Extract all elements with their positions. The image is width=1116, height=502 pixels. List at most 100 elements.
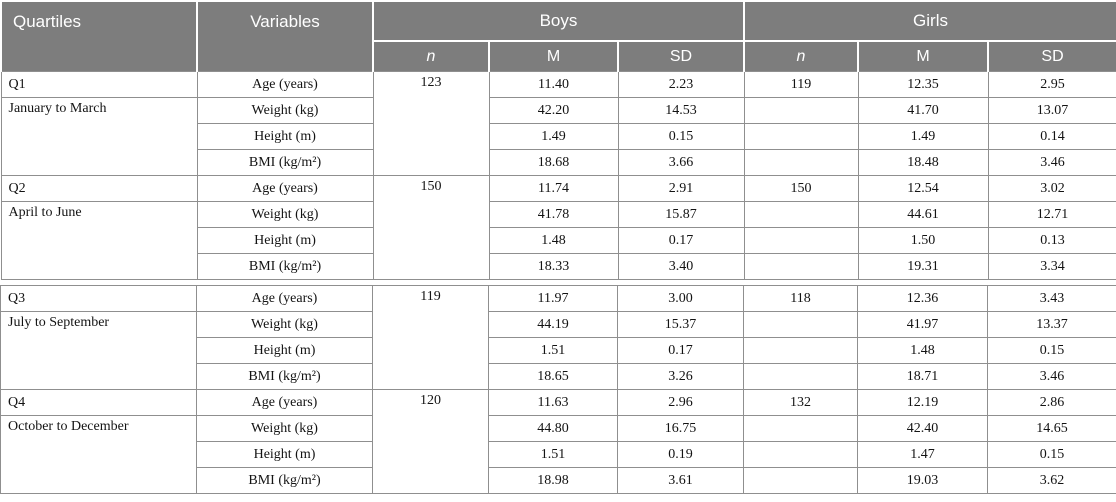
- girls-m-cell: 19.03: [857, 467, 988, 494]
- boys-m-cell: 11.40: [488, 71, 619, 98]
- header-girls-sd: SD: [986, 40, 1116, 72]
- variable-cell: BMI (kg/m²): [196, 363, 373, 390]
- table-row: Q1 Age (years) 123 11.40 2.23 119 12.35 …: [0, 71, 1116, 176]
- quartile-label: Q4: [0, 389, 197, 416]
- girls-m-cell: 12.54: [857, 175, 989, 202]
- boys-m-cell: 42.20: [488, 97, 619, 124]
- boys-sd-cell: 0.19: [617, 441, 744, 468]
- girls-m-cell: 42.40: [857, 415, 988, 442]
- girls-sd-cell: 3.46: [987, 363, 1116, 390]
- header-boys-sd: SD: [617, 40, 745, 72]
- boys-m-cell: 11.63: [488, 389, 618, 416]
- variable-cell: Age (years): [196, 71, 374, 98]
- quartiles-table-upper: Quartiles Variables Boys Girls n M SD n …: [0, 0, 1116, 280]
- variable-cell: BMI (kg/m²): [196, 149, 374, 176]
- boys-sd-cell: 15.87: [617, 201, 745, 228]
- girls-sd-cell: 3.46: [987, 149, 1116, 176]
- variable-cell: Weight (kg): [196, 97, 374, 124]
- girls-n-cell-empty: [743, 227, 859, 254]
- girls-n-cell: 132: [743, 389, 858, 416]
- variable-cell: Height (m): [196, 441, 373, 468]
- boys-sd-cell: 3.40: [617, 253, 745, 280]
- girls-m-cell: 18.48: [857, 149, 989, 176]
- girls-m-cell: 12.35: [857, 71, 989, 98]
- girls-sd-cell: 2.86: [987, 389, 1116, 416]
- girls-n-cell-empty: [743, 123, 859, 150]
- girls-sd-cell: 13.37: [987, 311, 1116, 338]
- girls-sd-cell: 12.71: [987, 201, 1116, 228]
- header-quartiles: Quartiles: [0, 0, 198, 72]
- table-row: October to December Weight (kg) 44.80 16…: [0, 415, 1116, 494]
- variable-cell: Height (m): [196, 337, 373, 364]
- girls-m-cell: 12.36: [857, 285, 988, 312]
- variable-cell: Age (years): [196, 175, 374, 202]
- girls-n-cell: 119: [743, 71, 859, 98]
- boys-sd-cell: 3.66: [617, 149, 745, 176]
- table-row: Height (m) 1.51 0.19 1.47 0.15: [1, 441, 1116, 468]
- variable-cell: Weight (kg): [196, 415, 373, 442]
- quartile-label: Q2: [0, 175, 198, 202]
- girls-sd-cell: 3.62: [987, 467, 1116, 494]
- girls-n-cell: 118: [743, 285, 858, 312]
- table-row: Height (m) 1.49 0.15 1.49 0.14: [1, 123, 1116, 150]
- table-row: Q3 Age (years) 119 11.97 3.00 118 12.36 …: [0, 285, 1116, 390]
- table-row: Height (m) 1.48 0.17 1.50 0.13: [1, 227, 1116, 254]
- boys-m-cell: 18.68: [488, 149, 619, 176]
- quartile-period: October to December: [0, 415, 197, 494]
- girls-n-cell: 150: [743, 175, 859, 202]
- boys-sd-cell: 2.96: [617, 389, 744, 416]
- table-row: BMI (kg/m²) 18.98 3.61 19.03 3.62: [1, 467, 1116, 494]
- boys-sd-cell: 0.17: [617, 227, 745, 254]
- boys-sd-cell: 0.17: [617, 337, 744, 364]
- quartile-period: July to September: [0, 311, 197, 390]
- girls-sd-cell: 3.02: [987, 175, 1116, 202]
- variable-cell: Age (years): [196, 285, 373, 312]
- header-boys-n: n: [372, 40, 490, 72]
- boys-sd-cell: 3.00: [617, 285, 744, 312]
- table-row: BMI (kg/m²) 18.65 3.26 18.71 3.46: [1, 363, 1116, 390]
- boys-m-cell: 18.33: [488, 253, 619, 280]
- header-boys-m: M: [488, 40, 619, 72]
- girls-sd-cell: 13.07: [987, 97, 1116, 124]
- variable-cell: Age (years): [196, 389, 373, 416]
- boys-sd-cell: 3.61: [617, 467, 744, 494]
- boys-m-cell: 11.97: [488, 285, 618, 312]
- boys-n-cell: 123: [372, 71, 490, 176]
- girls-m-cell: 18.71: [857, 363, 988, 390]
- quartile-period: January to March: [0, 97, 198, 176]
- girls-m-cell: 41.97: [857, 311, 988, 338]
- boys-m-cell: 11.74: [488, 175, 619, 202]
- girls-m-cell: 19.31: [857, 253, 989, 280]
- header-variables: Variables: [196, 0, 374, 72]
- header-group-girls: Girls: [742, 0, 1116, 42]
- girls-sd-cell: 0.15: [987, 441, 1116, 468]
- boys-m-cell: 1.51: [488, 337, 618, 364]
- girls-sd-cell: 0.15: [987, 337, 1116, 364]
- boys-sd-cell: 2.23: [617, 71, 745, 98]
- girls-m-cell: 1.47: [857, 441, 988, 468]
- header-sub-row: n M SD n M SD: [1, 40, 1116, 72]
- girls-n-cell-empty: [743, 97, 859, 124]
- table-row: July to September Weight (kg) 44.19 15.3…: [0, 311, 1116, 390]
- girls-n-cell-empty: [743, 415, 858, 442]
- boys-m-cell: 1.48: [488, 227, 619, 254]
- boys-m-cell: 44.80: [488, 415, 618, 442]
- variable-cell: Height (m): [196, 123, 374, 150]
- table-row: Q4 Age (years) 120 11.63 2.96 132 12.19 …: [0, 389, 1116, 494]
- girls-sd-cell: 3.34: [987, 253, 1116, 280]
- girls-n-cell-empty: [743, 337, 858, 364]
- girls-m-cell: 12.19: [857, 389, 988, 416]
- table-row: Q2 Age (years) 150 11.74 2.91 150 12.54 …: [0, 175, 1116, 280]
- girls-sd-cell: 2.95: [987, 71, 1116, 98]
- table-row: BMI (kg/m²) 18.33 3.40 19.31 3.34: [1, 253, 1116, 280]
- header-girls-m: M: [857, 40, 989, 72]
- girls-m-cell: 1.50: [857, 227, 989, 254]
- girls-sd-cell: 3.43: [987, 285, 1116, 312]
- girls-sd-cell: 0.13: [987, 227, 1116, 254]
- boys-sd-cell: 3.26: [617, 363, 744, 390]
- variable-cell: Weight (kg): [196, 311, 373, 338]
- variable-cell: Height (m): [196, 227, 374, 254]
- quartile-label: Q1: [0, 71, 198, 98]
- boys-n-cell: 119: [372, 285, 489, 390]
